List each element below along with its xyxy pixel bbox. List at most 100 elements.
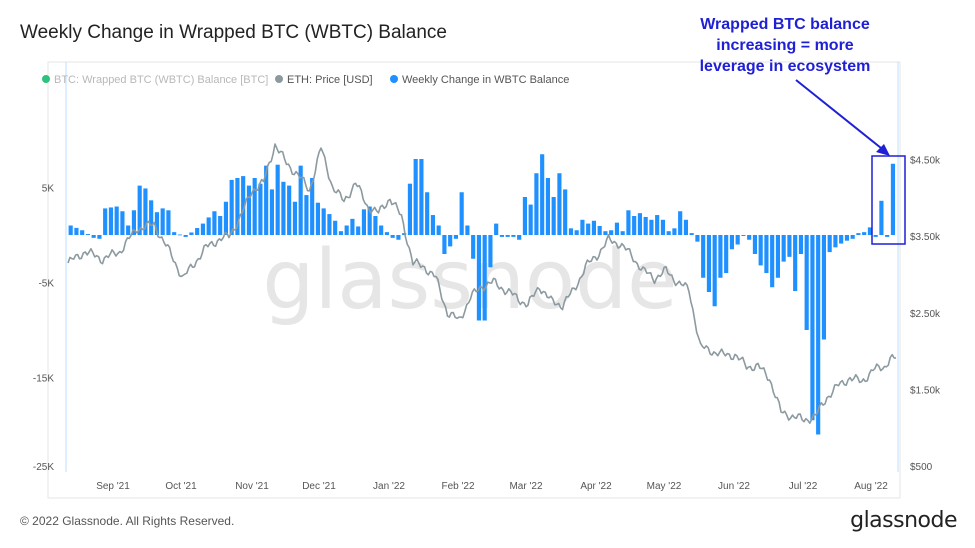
weekly-change-bar[interactable] bbox=[545, 178, 550, 235]
weekly-change-bar[interactable] bbox=[448, 235, 453, 247]
weekly-change-bar[interactable] bbox=[310, 178, 315, 235]
weekly-change-bar[interactable] bbox=[672, 228, 677, 235]
weekly-change-bar[interactable] bbox=[206, 217, 211, 235]
weekly-change-bar[interactable] bbox=[701, 235, 706, 278]
weekly-change-bar[interactable] bbox=[666, 231, 671, 235]
weekly-change-bar[interactable] bbox=[735, 235, 740, 245]
weekly-change-bar[interactable] bbox=[367, 206, 372, 236]
weekly-change-bar[interactable] bbox=[321, 208, 326, 235]
weekly-change-bar[interactable] bbox=[172, 232, 177, 235]
weekly-change-bar[interactable] bbox=[534, 173, 539, 235]
weekly-change-bar[interactable] bbox=[108, 207, 113, 235]
weekly-change-bar[interactable] bbox=[436, 225, 441, 236]
weekly-change-bar[interactable] bbox=[229, 179, 234, 235]
weekly-change-bar[interactable] bbox=[350, 218, 355, 235]
weekly-change-bar[interactable] bbox=[505, 235, 510, 237]
weekly-change-bar[interactable] bbox=[643, 216, 648, 235]
weekly-change-bar[interactable] bbox=[315, 202, 320, 235]
weekly-change-bar[interactable] bbox=[419, 159, 424, 235]
weekly-change-bar[interactable] bbox=[637, 213, 642, 235]
weekly-change-bar[interactable] bbox=[770, 235, 775, 288]
legend-item-wbtc-balance[interactable]: BTC: Wrapped BTC (WBTC) Balance [BTC] bbox=[42, 74, 268, 86]
weekly-change-bar[interactable] bbox=[476, 235, 481, 321]
weekly-change-bar[interactable] bbox=[649, 219, 654, 235]
weekly-change-bar[interactable] bbox=[833, 235, 838, 248]
weekly-change-bar[interactable] bbox=[465, 225, 470, 236]
weekly-change-bar[interactable] bbox=[200, 223, 205, 235]
weekly-change-bar[interactable] bbox=[74, 227, 79, 236]
weekly-change-bar[interactable] bbox=[724, 235, 729, 273]
weekly-change-bar[interactable] bbox=[678, 211, 683, 235]
weekly-change-bar[interactable] bbox=[390, 235, 395, 238]
weekly-change-bar[interactable] bbox=[298, 165, 303, 235]
weekly-change-bar[interactable] bbox=[712, 235, 717, 307]
weekly-change-bar[interactable] bbox=[246, 185, 251, 235]
weekly-change-bar[interactable] bbox=[821, 235, 826, 340]
weekly-change-bar[interactable] bbox=[269, 189, 274, 235]
weekly-change-bar[interactable] bbox=[114, 206, 119, 236]
weekly-change-bar[interactable] bbox=[614, 222, 619, 235]
weekly-change-bar[interactable] bbox=[166, 210, 171, 235]
weekly-change-bar[interactable] bbox=[574, 230, 579, 235]
weekly-change-bar[interactable] bbox=[287, 185, 292, 235]
weekly-change-bar[interactable] bbox=[327, 214, 332, 235]
weekly-change-bar[interactable] bbox=[689, 233, 694, 235]
weekly-change-bar[interactable] bbox=[551, 197, 556, 235]
weekly-change-bar[interactable] bbox=[356, 226, 361, 235]
weekly-change-bar[interactable] bbox=[126, 225, 131, 236]
weekly-change-bar[interactable] bbox=[511, 235, 516, 237]
weekly-change-bar[interactable] bbox=[660, 219, 665, 235]
weekly-change-bar[interactable] bbox=[568, 228, 573, 235]
weekly-change-bar[interactable] bbox=[816, 235, 821, 435]
weekly-change-bar[interactable] bbox=[235, 178, 240, 235]
weekly-change-bar[interactable] bbox=[344, 225, 349, 236]
weekly-change-bar[interactable] bbox=[177, 234, 182, 236]
weekly-change-bar[interactable] bbox=[580, 219, 585, 235]
legend-item-eth-price[interactable]: ETH: Price [USD] bbox=[275, 74, 373, 86]
weekly-change-bar[interactable] bbox=[384, 232, 389, 235]
weekly-change-bar[interactable] bbox=[557, 173, 562, 235]
weekly-change-bar[interactable] bbox=[189, 232, 194, 235]
weekly-change-bar[interactable] bbox=[844, 235, 849, 241]
weekly-change-bar[interactable] bbox=[120, 211, 125, 235]
weekly-change-bar[interactable] bbox=[729, 235, 734, 250]
weekly-change-bar[interactable] bbox=[241, 176, 246, 235]
weekly-change-bar[interactable] bbox=[890, 163, 895, 235]
weekly-change-bar[interactable] bbox=[379, 225, 384, 236]
weekly-change-bar[interactable] bbox=[338, 231, 343, 235]
weekly-change-bar[interactable] bbox=[258, 183, 263, 235]
weekly-change-bar[interactable] bbox=[804, 235, 809, 330]
weekly-change-bar[interactable] bbox=[563, 189, 568, 235]
weekly-change-bar[interactable] bbox=[839, 235, 844, 244]
weekly-change-bar[interactable] bbox=[131, 210, 136, 235]
weekly-change-bar[interactable] bbox=[154, 212, 159, 235]
weekly-change-bar[interactable] bbox=[373, 216, 378, 235]
weekly-change-bar[interactable] bbox=[91, 235, 96, 238]
weekly-change-bar[interactable] bbox=[522, 197, 527, 235]
weekly-change-bar[interactable] bbox=[798, 235, 803, 254]
weekly-change-bar[interactable] bbox=[879, 200, 884, 235]
weekly-change-bar[interactable] bbox=[867, 227, 872, 235]
weekly-change-bar[interactable] bbox=[361, 209, 366, 235]
legend-item-weekly-change[interactable]: Weekly Change in WBTC Balance bbox=[390, 74, 569, 86]
weekly-change-bar[interactable] bbox=[453, 235, 458, 239]
weekly-change-bar[interactable] bbox=[758, 235, 763, 266]
weekly-change-bar[interactable] bbox=[223, 201, 228, 235]
weekly-change-bar[interactable] bbox=[459, 192, 464, 235]
weekly-change-bar[interactable] bbox=[195, 228, 200, 235]
weekly-change-bar[interactable] bbox=[212, 211, 217, 235]
weekly-change-bar[interactable] bbox=[471, 235, 476, 259]
weekly-change-bar[interactable] bbox=[695, 235, 700, 242]
weekly-change-bar[interactable] bbox=[499, 235, 504, 237]
weekly-change-bar[interactable] bbox=[160, 208, 165, 235]
weekly-change-bar[interactable] bbox=[488, 235, 493, 268]
weekly-change-bar[interactable] bbox=[482, 235, 487, 321]
weekly-change-bar[interactable] bbox=[591, 220, 596, 235]
weekly-change-bar[interactable] bbox=[655, 215, 660, 235]
weekly-change-bar[interactable] bbox=[793, 235, 798, 292]
weekly-change-bar[interactable] bbox=[781, 235, 786, 262]
weekly-change-bar[interactable] bbox=[741, 235, 746, 236]
weekly-change-bar[interactable] bbox=[856, 233, 861, 235]
weekly-change-bar[interactable] bbox=[597, 225, 602, 235]
weekly-change-bar[interactable] bbox=[517, 235, 522, 240]
